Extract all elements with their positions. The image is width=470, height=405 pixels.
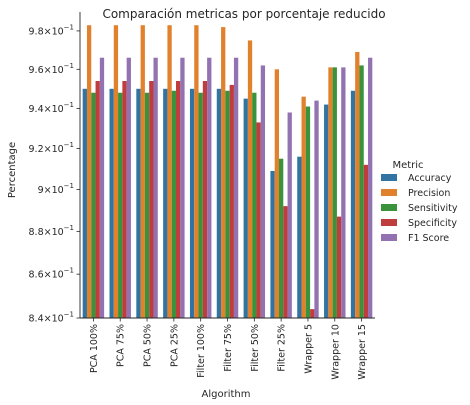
bar-specificity-filter-100 [202, 80, 208, 319]
y-axis: 8.4×10−1 8.6×10−1 8.8×10−1 9×10−1 9.2×10−1 9.… [29, 12, 81, 325]
y-tick-label: 9.4×10−1 [29, 101, 75, 115]
bar-specificity-pca-100 [95, 80, 100, 319]
legend: Metric Accuracy Precision Sensitivity Speci… [381, 160, 458, 244]
bar-sensitivity-filter-100 [198, 92, 203, 319]
y-tick-label: 8.4×10−1 [29, 311, 75, 325]
bar-precision-pca-100 [86, 25, 92, 318]
bar-accuracy-pca-75 [109, 88, 114, 318]
bar-precision-filter-75 [221, 27, 226, 319]
bar-f1-score-pca-25 [180, 57, 185, 319]
bar-sensitivity-wrapper-15 [359, 65, 364, 319]
bar-precision-pca-50 [140, 25, 145, 318]
x-tick-label: PCA 50% [143, 324, 154, 367]
y-tick-label: 9.2×10−1 [29, 141, 75, 155]
bar-f1-score-pca-100 [99, 57, 105, 319]
bar-accuracy-wrapper-10 [324, 104, 329, 318]
bar-specificity-wrapper-10 [336, 216, 342, 318]
plot-area [82, 25, 373, 319]
bar-accuracy-wrapper-15 [350, 90, 356, 319]
x-tick-label: PCA 100% [89, 324, 100, 373]
x-tick-label: Wrapper 5 [303, 324, 314, 374]
bar-f1-score-wrapper-10 [341, 67, 346, 319]
y-tick-label: 9.6×10−1 [29, 62, 75, 76]
x-tick-label: PCA 75% [116, 324, 127, 367]
bar-sensitivity-pca-25 [171, 90, 177, 319]
x-axis-label: Algorithm [202, 389, 251, 400]
bar-f1-score-pca-50 [153, 57, 158, 319]
x-tick-label: PCA 25% [169, 324, 180, 367]
bar-specificity-filter-25 [283, 206, 288, 318]
x-tick-label: Wrapper 10 [330, 324, 341, 380]
bar-accuracy-pca-50 [136, 88, 141, 318]
bar-f1-score-pca-75 [126, 57, 131, 319]
bar-sensitivity-pca-50 [144, 92, 150, 319]
bar-f1-score-filter-75 [233, 57, 239, 319]
bar-accuracy-filter-50 [243, 98, 248, 318]
legend-swatch-specificity [381, 219, 397, 226]
y-axis-label: Percentage [7, 142, 18, 198]
legend-label-f1-score: F1 Score [408, 233, 449, 244]
bar-specificity-wrapper-15 [363, 164, 369, 318]
bar-sensitivity-wrapper-10 [332, 67, 337, 319]
bar-sensitivity-filter-25 [278, 158, 284, 318]
bar-sensitivity-pca-100 [91, 92, 96, 319]
x-tick-label: Filter 75% [223, 324, 234, 372]
x-tick-label: Wrapper 15 [357, 324, 368, 380]
bar-specificity-filter-75 [229, 84, 234, 318]
bar-precision-wrapper-10 [328, 67, 333, 319]
bar-precision-filter-25 [274, 69, 279, 318]
bar-accuracy-filter-25 [270, 170, 275, 318]
bar-accuracy-pca-25 [163, 88, 168, 318]
x-axis: PCA 100% PCA 75% PCA 50% PCA 25% Filter 100%… [80, 317, 375, 380]
legend-label-accuracy: Accuracy [408, 173, 452, 184]
legend-label-precision: Precision [408, 188, 450, 199]
y-tick-label: 8.6×10−1 [29, 267, 75, 281]
bar-sensitivity-pca-75 [118, 92, 123, 319]
bar-precision-pca-75 [113, 25, 119, 318]
bar-f1-score-wrapper-15 [368, 57, 373, 319]
bar-precision-pca-25 [167, 25, 172, 318]
bar-specificity-pca-25 [176, 80, 181, 319]
bar-f1-score-filter-50 [260, 65, 266, 319]
bar-specificity-pca-50 [149, 80, 154, 319]
y-tick-label: 9.8×10−1 [29, 23, 75, 37]
legend-swatch-accuracy [381, 174, 397, 181]
legend-title: Metric [392, 160, 423, 171]
legend-swatch-f1-score [381, 234, 397, 241]
chart-title: Comparación metricas por porcentaje redu… [102, 7, 385, 21]
bar-precision-filter-50 [247, 40, 253, 319]
bar-precision-wrapper-15 [355, 51, 360, 319]
legend-label-specificity: Specificity [408, 218, 457, 229]
legend-label-sensitivity: Sensitivity [408, 203, 458, 214]
bar-accuracy-filter-75 [216, 88, 222, 318]
bar-f1-score-filter-100 [207, 57, 212, 319]
y-tick-label: 9×10−1 [38, 182, 74, 196]
x-tick-label: Filter 25% [277, 324, 288, 372]
legend-swatch-precision [381, 189, 397, 196]
bar-f1-score-wrapper-5 [314, 100, 319, 318]
bar-sensitivity-filter-50 [252, 92, 257, 319]
bar-f1-score-filter-25 [287, 112, 292, 319]
bar-sensitivity-filter-75 [225, 90, 230, 319]
bar-specificity-filter-50 [256, 122, 261, 318]
bar-accuracy-filter-100 [189, 88, 195, 318]
x-tick-label: Filter 50% [250, 324, 261, 372]
legend-swatch-sensitivity [381, 204, 397, 211]
bar-accuracy-pca-100 [82, 88, 87, 318]
bar-specificity-pca-75 [122, 80, 127, 319]
bar-precision-filter-100 [194, 25, 199, 318]
bar-sensitivity-wrapper-5 [305, 106, 311, 318]
y-tick-label: 8.8×10−1 [29, 224, 75, 238]
bar-specificity-wrapper-5 [310, 309, 315, 318]
bar-accuracy-wrapper-5 [297, 156, 302, 318]
bar-precision-wrapper-5 [301, 96, 306, 318]
x-tick-label: Filter 100% [196, 324, 207, 378]
